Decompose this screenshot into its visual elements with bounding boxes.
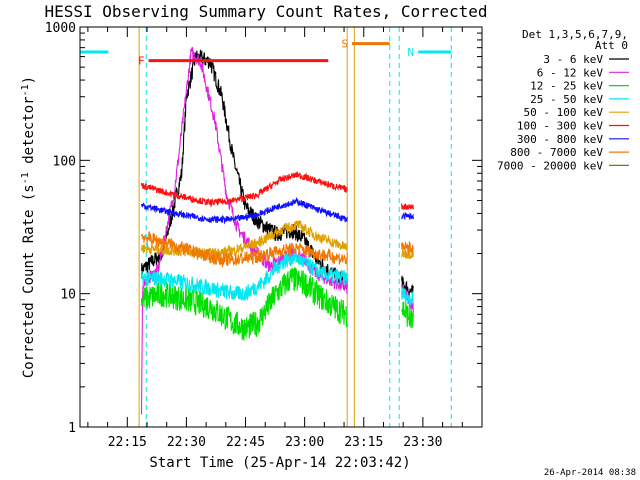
legend-entry-label: 6 - 12 keV — [537, 66, 604, 79]
legend-entry-label: 50 - 100 keV — [524, 106, 604, 119]
series-line — [140, 231, 348, 268]
chart-title: HESSI Observing Summary Count Rates, Cor… — [44, 2, 487, 21]
y-tick-label: 10 — [60, 288, 76, 303]
legend-entry-label: 25 - 50 keV — [530, 93, 603, 106]
legend-entry-label: 800 - 7000 keV — [510, 146, 603, 159]
series-line — [140, 46, 348, 415]
series-line — [140, 219, 348, 260]
legend-entry-label: 7000 - 20000 keV — [497, 159, 603, 172]
flag-label: N — [69, 46, 76, 59]
y-tick-label: 100 — [53, 154, 76, 169]
series-line — [140, 267, 348, 341]
legend-entry-label: 300 - 800 keV — [517, 133, 603, 146]
series-line — [140, 171, 348, 208]
y-tick-label: 1000 — [45, 21, 76, 36]
series-line — [401, 212, 414, 220]
legend-entry-label: 100 - 300 keV — [517, 120, 603, 133]
y-axis-label-sup1: -1 — [20, 172, 31, 184]
y-tick-label: 1 — [68, 421, 76, 436]
x-tick-label: 22:30 — [167, 435, 206, 450]
x-tick-label: 23:30 — [403, 435, 442, 450]
y-axis-label: Corrected Count Rate (s-1 detector-1) — [20, 76, 37, 378]
series-line — [401, 241, 414, 256]
series-line — [401, 301, 414, 328]
legend-header: Att 0 — [595, 39, 628, 52]
x-tick-label: 22:15 — [108, 435, 147, 450]
series-line — [401, 287, 414, 307]
y-axis-label-sup2: -1 — [20, 84, 31, 96]
plot-frame — [79, 26, 483, 428]
legend-entry-label: 3 - 6 keV — [543, 53, 603, 66]
legend-header: Det 1,3,5,6,7,9, — [522, 28, 628, 41]
flag-label: S — [341, 38, 348, 51]
series-line — [140, 249, 348, 302]
x-tick-label: 23:00 — [285, 435, 324, 450]
plot-area: N N F S — [69, 27, 452, 427]
y-axis-label-end: ) — [21, 76, 37, 84]
timestamp: 26-Apr-2014 08:38 — [544, 468, 636, 478]
legend-entry-label: 12 - 25 keV — [530, 80, 603, 93]
y-axis-label-mid: detector — [21, 96, 37, 172]
series-line — [140, 196, 348, 225]
series-line — [401, 203, 414, 210]
axes: 1 10 100 1000 22:15 22:30 22:45 23:00 23:15 23:30 — [45, 21, 483, 450]
y-axis-label-main: Corrected Count Rate (s — [21, 184, 37, 378]
x-tick-label: 23:15 — [344, 435, 383, 450]
series-line — [401, 275, 414, 297]
flag-label: F — [138, 55, 145, 68]
flag-label: N — [408, 46, 415, 59]
x-tick-label: 22:45 — [226, 435, 265, 450]
x-axis-label: Start Time (25-Apr-14 22:03:42) — [149, 455, 410, 471]
series-line — [401, 248, 414, 260]
